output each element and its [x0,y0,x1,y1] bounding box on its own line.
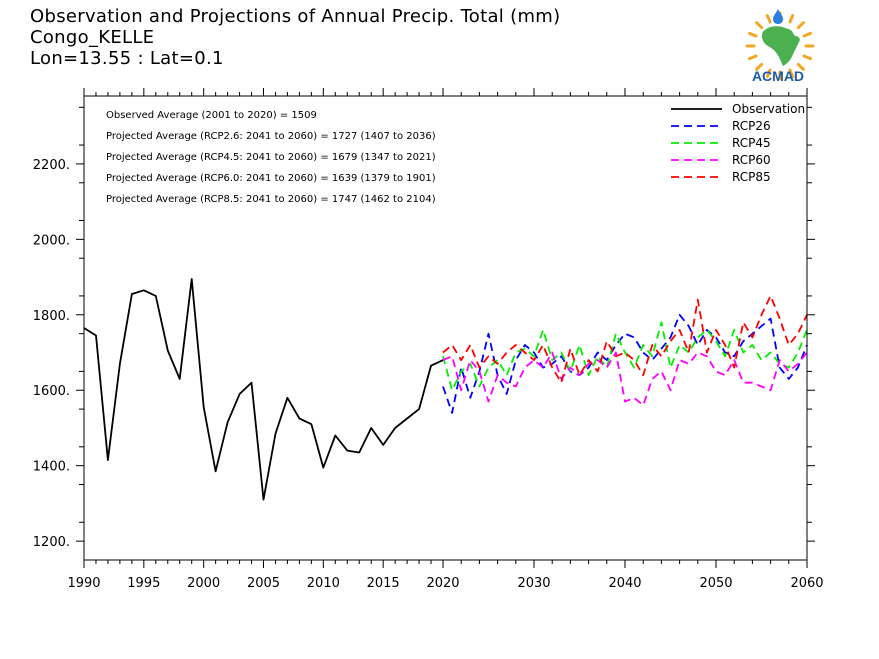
logo-sun-ray [755,21,764,30]
logo-sun-ray [802,31,812,38]
x-tick-label: 1990 [67,576,100,591]
chart-subtitle-coordinates: Lon=13.55 : Lat=0.1 [30,48,224,69]
y-axis: 1200. 1400. 1600. 1800. 2000. 2200. [33,106,815,550]
series-line-rcp60 [442,351,808,407]
stat-annotation: Projected Average (RCP8.5: 2041 to 2060)… [106,194,436,205]
y-tick-label: 1600. [33,384,70,399]
logo-africa-shape [762,26,800,66]
stats-annotations: Observed Average (2001 to 2020) = 1509 Pr… [106,110,436,205]
chart-title: Observation and Projections of Annual Pr… [30,6,561,27]
y-tick-label: 2000. [33,233,70,248]
x-tick-label: 2050 [699,576,732,591]
x-tick-label: 2015 [367,576,400,591]
chart-series [83,278,808,501]
acmad-logo: ACMAD [745,9,815,84]
chart-subtitle-station: Congo_KELLE [30,27,155,48]
x-tick-label: 2060 [790,576,823,591]
logo-sun-ray [788,14,795,24]
logo-sun-ray [748,31,758,38]
logo-text: ACMAD [752,68,804,84]
series-line-rcp26 [442,313,808,414]
y-tick-label: 1800. [33,309,70,324]
stat-annotation: Projected Average (RCP4.5: 2041 to 2060)… [106,152,436,163]
logo-sun-ray [755,62,764,71]
stat-annotation: Projected Average (RCP6.0: 2041 to 2060)… [106,173,436,184]
logo-sun-ray [765,14,772,24]
plot-border [83,95,808,561]
logo-sun-ray [765,68,772,78]
x-axis: 1990 1995 2000 2005 2010 2015 2020 2030 2040 2050… [67,88,824,591]
logo-sun-ray [802,54,812,61]
legend-label-rcp85: RCP85 [732,170,771,184]
series-line-rcp85 [442,294,808,384]
logo-sun-ray [788,68,795,78]
legend-label-rcp26: RCP26 [732,119,771,133]
y-tick-label: 2200. [33,158,70,173]
y-tick-label: 1200. [33,535,70,550]
x-tick-label: 2005 [247,576,280,591]
x-tick-label: 2030 [517,576,550,591]
chart-title-block: Observation and Projections of Annual Pr… [30,6,560,69]
x-tick-label: 2000 [187,576,220,591]
x-tick-label: 2010 [307,576,340,591]
series-line-observation [83,278,444,501]
series-line-rcp45 [442,321,808,392]
x-tick-label: 2040 [608,576,641,591]
stat-annotation: Projected Average (RCP2.6: 2041 to 2060)… [106,131,436,142]
logo-water-drop [773,9,783,24]
logo-sun-ray [796,21,805,30]
legend-label-rcp60: RCP60 [732,153,771,167]
logo-sun-ray [796,62,805,71]
logo-sun-ray [748,54,758,61]
x-tick-label: 1995 [127,576,160,591]
legend-label-observation: Observation [732,102,805,116]
y-tick-label: 1400. [33,460,70,475]
stat-annotation: Observed Average (2001 to 2020) = 1509 [106,110,317,121]
plot-frame [83,95,808,561]
legend-label-rcp45: RCP45 [732,136,771,150]
legend: Observation RCP26 RCP45 RCP60 RCP85 [671,102,805,184]
x-tick-label: 2020 [426,576,459,591]
